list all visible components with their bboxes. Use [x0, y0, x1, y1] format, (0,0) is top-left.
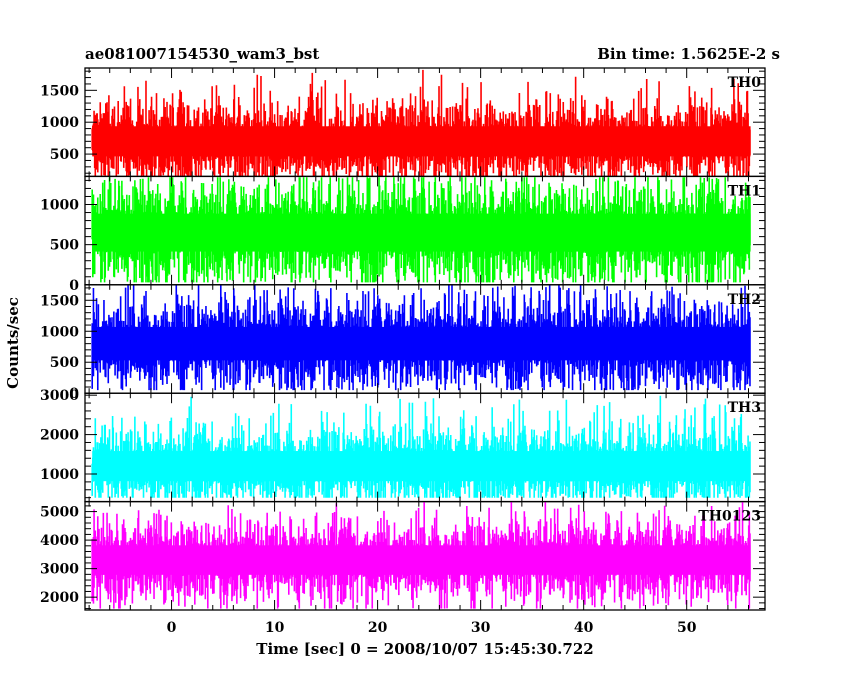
- x-tick-label: 20: [368, 620, 388, 636]
- panel-th2: 0 500 1000 1500 TH2: [40, 284, 766, 402]
- y-tick-label: 0: [69, 386, 79, 402]
- series-core-th1: [92, 213, 751, 252]
- series-core-th0: [92, 126, 751, 157]
- panel-label-th0123: TH0123: [698, 509, 761, 525]
- bin-time-label: Bin time: 1.5625E-2 s: [597, 45, 780, 63]
- panel-label-th2: TH2: [728, 292, 761, 308]
- y-tick-label: 1500: [40, 83, 79, 99]
- panel-th3: 1000 2000 3000 TH3: [40, 388, 766, 503]
- y-tick-label: 1000: [40, 324, 79, 340]
- series-core-th0123: [92, 545, 751, 575]
- x-tick-label: 50: [677, 620, 697, 636]
- y-tick-label: 500: [50, 355, 79, 371]
- panel-label-th0: TH0: [728, 75, 762, 91]
- panel-frame: [84, 500, 766, 611]
- x-tick-label: 0: [167, 620, 177, 636]
- panel-label-th3: TH3: [728, 400, 761, 416]
- series-core-th2: [92, 326, 751, 361]
- y-tick-label: 3000: [40, 388, 79, 404]
- panel-th0123: 2000 3000 4000 5000 TH0123: [40, 500, 766, 611]
- y-tick-label: 1500: [40, 293, 79, 309]
- y-tick-label: 0: [69, 278, 79, 294]
- x-tick-label: 10: [265, 620, 285, 636]
- y-axis-title: Counts/sec: [4, 297, 22, 389]
- y-tick-label: 4000: [40, 533, 79, 549]
- y-tick-label: 500: [50, 238, 79, 254]
- x-tick-label: 40: [574, 620, 594, 636]
- y-tick-label: 2000: [40, 428, 79, 444]
- y-tick-label: 3000: [40, 562, 79, 578]
- y-tick-label: 1000: [40, 467, 79, 483]
- x-tick-label: 30: [471, 620, 491, 636]
- y-tick-label: 2000: [40, 590, 79, 606]
- series-core-th3: [92, 451, 751, 482]
- y-tick-label: 1000: [40, 198, 79, 214]
- y-tick-label: 500: [50, 147, 79, 163]
- chart-title: ae081007154530_wam3_bst: [85, 45, 319, 63]
- panel-th1: 0 500 1000 TH1: [40, 175, 766, 294]
- panel-label-th1: TH1: [728, 183, 761, 199]
- x-axis-title: Time [sec] 0 = 2008/10/07 15:45:30.722: [256, 640, 593, 658]
- y-tick-label: 5000: [40, 505, 79, 521]
- y-tick-label: 1000: [40, 115, 79, 131]
